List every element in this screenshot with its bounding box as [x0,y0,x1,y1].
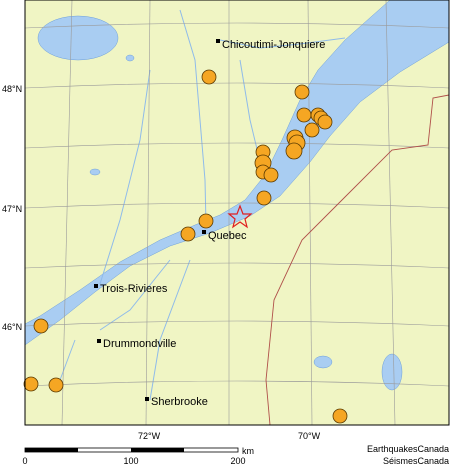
epicenter-star [227,204,253,229]
earthquakes [23,69,348,424]
scale-tick: 0 [22,456,27,466]
latitude-label: 47°N [2,204,22,214]
map-frame [24,0,450,426]
border [265,94,450,426]
credit: EarthquakesCanada [367,444,449,454]
graticule [24,0,450,426]
scale-tick: 100 [123,456,138,466]
water-bodies [24,0,450,401]
city-markers [94,39,220,401]
city-label: Chicoutimi-Jonquiere [222,39,325,51]
longitude-label: 70°W [298,431,321,441]
latitude-label: 48°N [2,84,22,94]
city-label: Trois-Rivieres [100,283,168,295]
credit: SéismesCanada [383,456,449,466]
scale-bar [24,447,239,453]
scale-tick: 200 [230,456,245,466]
city-label: Drummondville [103,338,176,350]
city-label: Sherbrooke [151,396,208,408]
longitude-label: 72°W [138,431,161,441]
scale-unit: km [242,446,254,456]
latitude-label: 46°N [2,322,22,332]
city-label: Quebec [208,230,247,242]
